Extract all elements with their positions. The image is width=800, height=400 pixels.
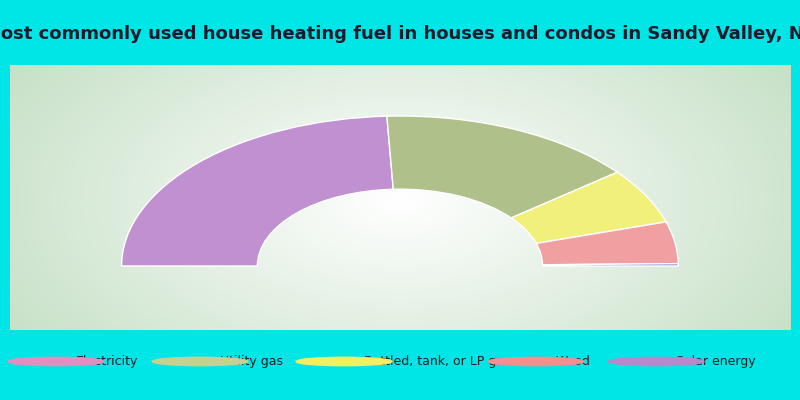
Text: Electricity: Electricity [76,355,138,368]
Text: Bottled, tank, or LP gas: Bottled, tank, or LP gas [364,355,510,368]
Text: Most commonly used house heating fuel in houses and condos in Sandy Valley, NV: Most commonly used house heating fuel in… [0,25,800,43]
Text: Utility gas: Utility gas [220,355,283,368]
Wedge shape [536,222,678,265]
Wedge shape [387,116,618,218]
Wedge shape [122,116,394,266]
Circle shape [488,357,584,366]
Wedge shape [542,264,678,266]
Circle shape [8,357,104,366]
Text: Solar energy: Solar energy [676,355,756,368]
Circle shape [608,357,704,366]
Wedge shape [511,172,666,243]
Circle shape [152,357,248,366]
Text: Wood: Wood [556,355,591,368]
Circle shape [296,357,392,366]
